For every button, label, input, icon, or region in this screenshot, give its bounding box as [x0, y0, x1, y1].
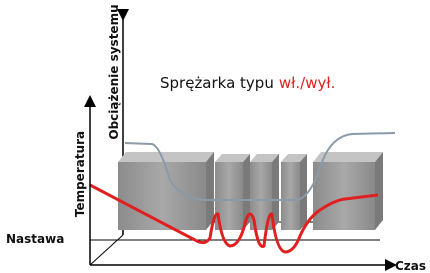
inner-y-label: Obciążenie systemu [107, 4, 121, 139]
setpoint-label: Nastawa [6, 232, 64, 246]
x-label: Czas [395, 259, 426, 273]
title: Sprężarka typu wł./wył. [160, 74, 335, 92]
compressor-blocks [118, 152, 383, 230]
diagram: Sprężarka typu wł./wył. Obciążenie system… [0, 0, 430, 273]
title-prefix: Sprężarka typu [160, 74, 274, 92]
outer-y-label: Temperatura [73, 131, 87, 217]
title-highlight: wł./wył. [279, 74, 336, 92]
